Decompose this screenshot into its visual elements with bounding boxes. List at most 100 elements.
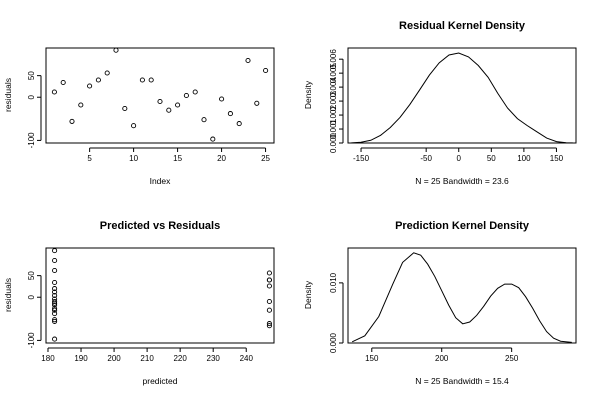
data-point bbox=[139, 77, 145, 83]
data-point bbox=[201, 117, 207, 123]
y-axis-label: residuals bbox=[3, 278, 13, 312]
x-tick-label: 0 bbox=[457, 154, 462, 163]
data-point bbox=[263, 67, 269, 74]
data-point bbox=[52, 292, 58, 299]
data-point bbox=[52, 307, 58, 313]
data-point bbox=[227, 111, 233, 117]
x-axis-label: N = 25 Bandwidth = 23.6 bbox=[415, 176, 509, 186]
density-series bbox=[351, 52, 573, 144]
data-point bbox=[266, 323, 272, 329]
panel-residuals-vs-index: 5 10 15 20 25 -100 0 50 Index residuals bbox=[3, 47, 275, 186]
data-point bbox=[245, 57, 251, 64]
y-tick-label: 0.003 bbox=[329, 91, 338, 112]
y-tick-label: 0.010 bbox=[329, 272, 338, 293]
data-point bbox=[52, 305, 58, 312]
data-point bbox=[87, 83, 93, 89]
x-tick-label: 180 bbox=[41, 354, 55, 363]
data-point bbox=[192, 89, 198, 95]
y-axis-label: residuals bbox=[3, 78, 13, 112]
data-point bbox=[52, 289, 58, 295]
y-tick-label: 50 bbox=[27, 71, 36, 80]
density-series bbox=[351, 252, 572, 343]
data-point bbox=[52, 318, 58, 324]
x-tick-label: 200 bbox=[435, 354, 449, 363]
data-point bbox=[113, 47, 119, 53]
chart-title: Predicted vs Residuals bbox=[100, 220, 220, 232]
data-point bbox=[166, 107, 172, 113]
y-tick-label: 0.000 bbox=[329, 332, 338, 353]
x-tick-label: -50 bbox=[420, 154, 432, 163]
y-tick-label: 0.006 bbox=[329, 49, 338, 70]
x-tick-label: 20 bbox=[217, 154, 226, 163]
data-point bbox=[175, 102, 181, 108]
panel-predicted-vs-residuals: 180 190 200 210 220 230 240 -100 0 50 Predicted … bbox=[3, 220, 275, 386]
y-axis-label: Density bbox=[303, 280, 313, 309]
x-tick-label: 250 bbox=[505, 354, 519, 363]
y-axis: 0.000 0.010 bbox=[329, 272, 344, 353]
data-point bbox=[122, 105, 128, 112]
y-tick-label: 0.000 bbox=[329, 132, 338, 153]
y-tick-label: 0 bbox=[27, 294, 36, 299]
data-point bbox=[266, 298, 272, 305]
plot-frame bbox=[45, 247, 275, 344]
x-axis: 150 200 250 bbox=[365, 347, 519, 363]
data-point bbox=[78, 102, 84, 108]
data-point bbox=[104, 70, 110, 76]
density-line bbox=[351, 252, 572, 343]
x-tick-label: 150 bbox=[365, 354, 379, 363]
data-point bbox=[157, 98, 163, 105]
panel-residual-kernel-density: -150 -50 0 50 100 150 0.0000.0010.0020.0030.0… bbox=[303, 20, 577, 186]
y-tick-label: -100 bbox=[27, 332, 36, 349]
data-point bbox=[266, 307, 272, 313]
chart-title: Residual Kernel Density bbox=[399, 20, 526, 32]
x-tick-label: 220 bbox=[173, 354, 187, 363]
y-tick-label: 50 bbox=[27, 271, 36, 280]
x-tick-label: 100 bbox=[517, 154, 531, 163]
y-axis-label: Density bbox=[303, 80, 313, 109]
data-point bbox=[236, 121, 242, 127]
plot-frame bbox=[347, 47, 577, 144]
point-series bbox=[51, 47, 269, 142]
x-tick-label: 150 bbox=[550, 154, 564, 163]
density-line bbox=[351, 52, 573, 144]
y-tick-label: -100 bbox=[27, 132, 36, 149]
data-point bbox=[52, 302, 58, 308]
data-point bbox=[95, 77, 101, 83]
data-point bbox=[266, 321, 272, 327]
chart-title: Prediction Kernel Density bbox=[395, 220, 530, 232]
point-series bbox=[52, 248, 272, 342]
y-tick-label: 0.005 bbox=[329, 63, 338, 84]
x-axis-label: predicted bbox=[143, 376, 178, 386]
data-point bbox=[52, 279, 58, 286]
data-point bbox=[219, 96, 225, 102]
data-point bbox=[183, 92, 189, 99]
data-point bbox=[52, 336, 58, 342]
x-tick-label: 210 bbox=[140, 354, 154, 363]
x-tick-label: -150 bbox=[353, 154, 370, 163]
data-point bbox=[52, 248, 58, 254]
x-tick-label: 5 bbox=[87, 154, 92, 163]
data-point bbox=[51, 89, 57, 95]
plot-frame bbox=[347, 247, 577, 344]
data-point bbox=[210, 136, 216, 142]
x-axis-label: Index bbox=[150, 176, 172, 186]
x-tick-label: 240 bbox=[240, 354, 254, 363]
x-axis: -150 -50 0 50 100 150 bbox=[353, 147, 564, 163]
data-point bbox=[266, 277, 272, 283]
data-point bbox=[266, 270, 272, 276]
x-axis: 5 10 15 20 25 bbox=[87, 147, 271, 163]
x-tick-label: 230 bbox=[207, 354, 221, 363]
x-tick-label: 10 bbox=[129, 154, 138, 163]
x-tick-label: 200 bbox=[107, 354, 121, 363]
y-tick-label: 0 bbox=[27, 94, 36, 99]
y-tick-label: 0.002 bbox=[329, 105, 338, 126]
data-point bbox=[148, 77, 154, 83]
data-point bbox=[52, 300, 58, 306]
y-tick-label: 0.001 bbox=[329, 118, 338, 139]
data-point bbox=[69, 118, 75, 124]
y-axis: -100 0 50 bbox=[27, 71, 42, 149]
data-point bbox=[52, 286, 58, 292]
data-point bbox=[60, 79, 66, 86]
data-point bbox=[254, 100, 260, 106]
